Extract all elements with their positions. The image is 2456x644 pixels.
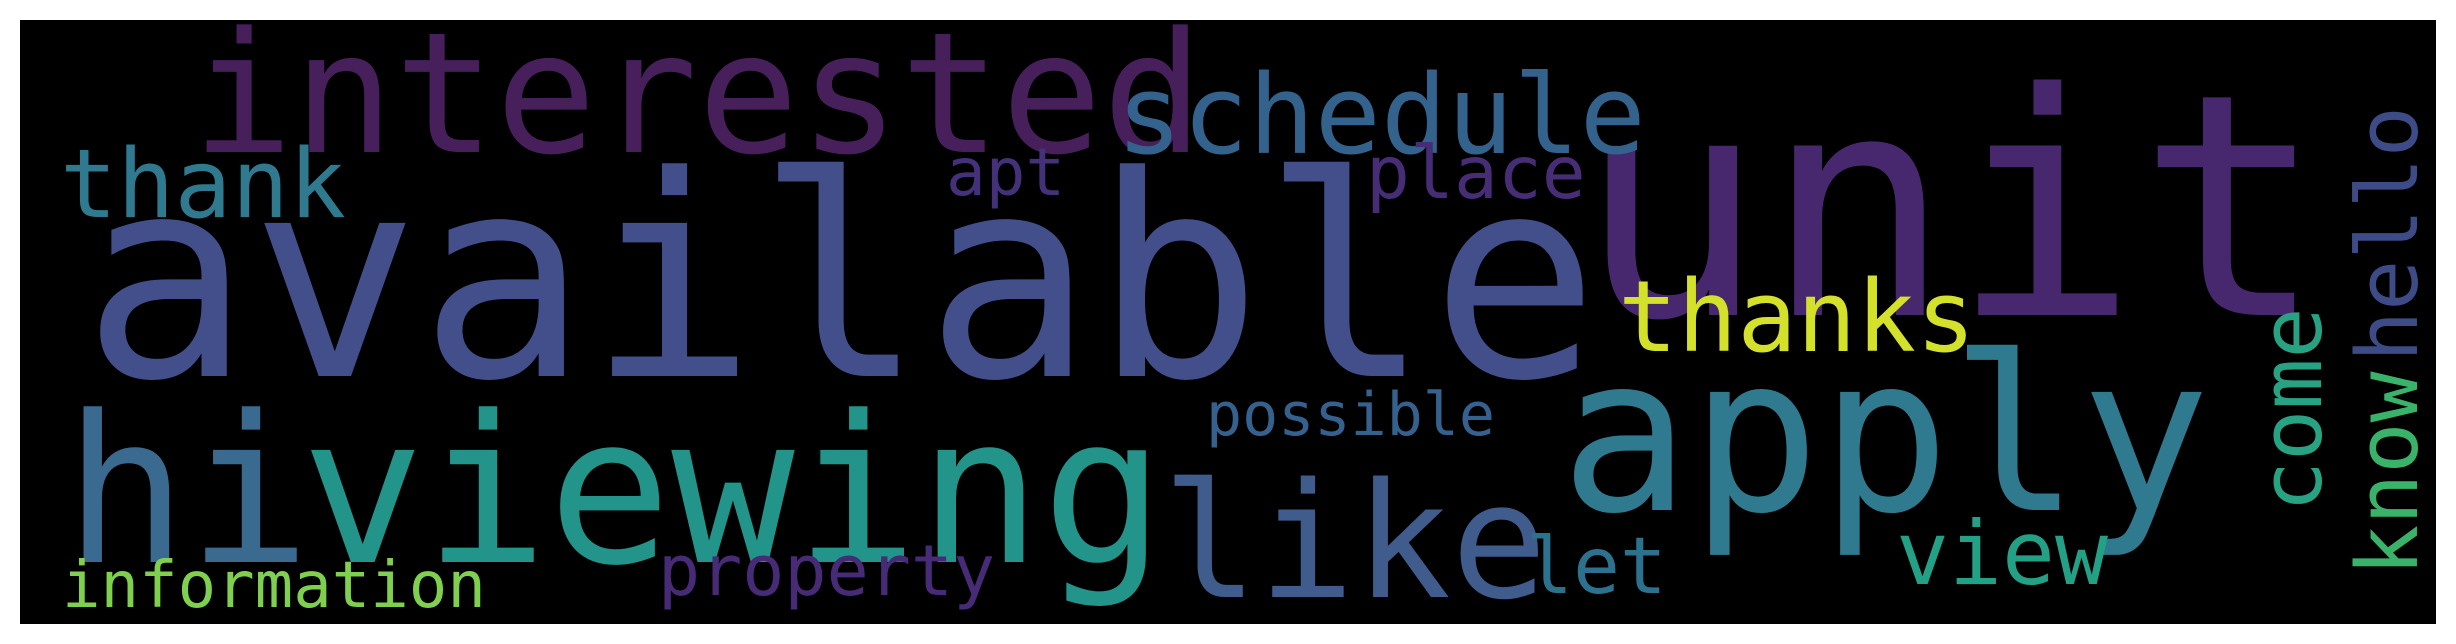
- word-interested: interested: [192, 20, 1204, 192]
- word-unit: unit: [1578, 28, 2325, 389]
- word-know: know: [2339, 371, 2436, 576]
- word-come: come: [2243, 307, 2342, 512]
- word-view: view: [1896, 502, 2108, 605]
- word-cloud: available unit apply hi viewing interest…: [20, 20, 2436, 624]
- word-let: let: [1526, 522, 1667, 612]
- word-available: available: [82, 117, 1600, 443]
- word-thank: thank: [60, 130, 346, 240]
- word-information: information: [62, 549, 486, 623]
- word-apt: apt: [946, 134, 1066, 211]
- word-thanks: thanks: [1618, 260, 1976, 375]
- word-property: property: [658, 530, 996, 612]
- word-hello: hello: [2339, 106, 2436, 362]
- word-like: like: [1162, 448, 1548, 624]
- word-viewing: viewing: [301, 373, 1165, 611]
- word-hi: hi: [64, 373, 311, 611]
- word-place: place: [1366, 131, 1586, 216]
- word-schedule: schedule: [1116, 51, 1646, 179]
- word-possible: possible: [1206, 380, 1495, 450]
- word-apply: apply: [1560, 310, 2211, 561]
